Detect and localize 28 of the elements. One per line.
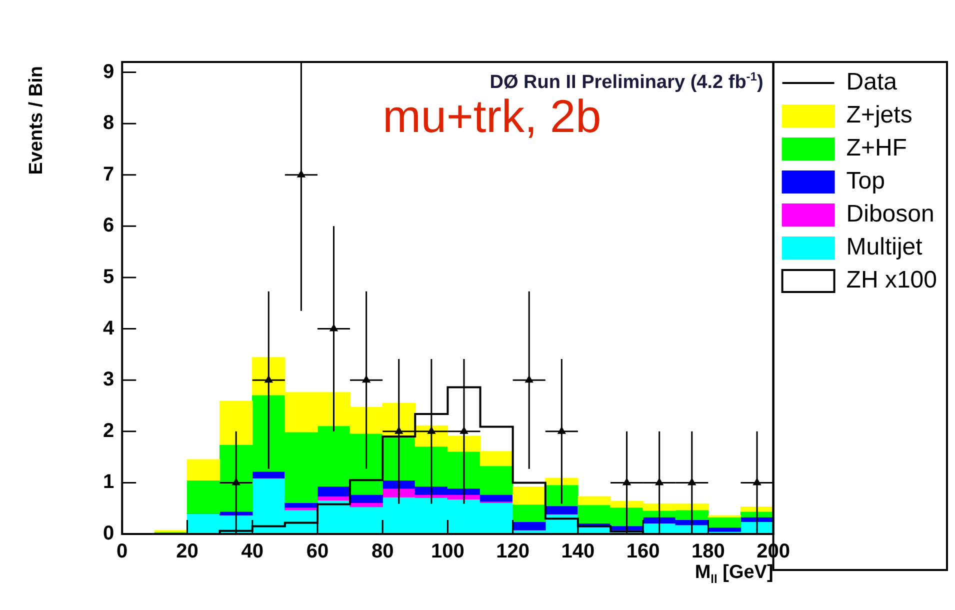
legend-label: Z+HF xyxy=(846,134,907,162)
y-tick-label: 0 xyxy=(103,522,114,545)
y-tick-label: 7 xyxy=(103,163,114,186)
x-tick-label: 160 xyxy=(626,540,660,563)
y-tick-label: 4 xyxy=(103,317,115,340)
x-tick-label: 20 xyxy=(176,540,198,563)
x-tick-label: 40 xyxy=(241,540,264,563)
y-tick-label: 1 xyxy=(103,471,114,494)
annotation: mu+trk, 2b xyxy=(382,90,602,142)
y-tick-label: 2 xyxy=(103,420,114,442)
legend-label: Data xyxy=(846,68,898,96)
y-tick-label: 5 xyxy=(103,266,114,288)
legend-label: Top xyxy=(846,168,885,195)
y-tick-label: 8 xyxy=(103,112,114,134)
y-tick-label: 3 xyxy=(103,368,114,391)
y-axis-title: Events / Bin xyxy=(26,66,48,175)
y-tick-label: 6 xyxy=(103,214,114,237)
legend-label: Multijet xyxy=(846,234,923,261)
x-tick-label: 80 xyxy=(371,540,394,563)
x-tick-label: 180 xyxy=(691,540,725,563)
legend-label: Z+jets xyxy=(846,102,912,129)
x-tick-label: 140 xyxy=(561,540,595,563)
x-tick-label: 60 xyxy=(306,540,329,563)
x-tick-label: 100 xyxy=(431,540,464,563)
legend-label: Diboson xyxy=(846,200,934,228)
x-tick-label: 120 xyxy=(496,540,530,563)
legend-label: ZH x100 xyxy=(846,266,937,294)
y-tick-label: 9 xyxy=(103,60,114,83)
